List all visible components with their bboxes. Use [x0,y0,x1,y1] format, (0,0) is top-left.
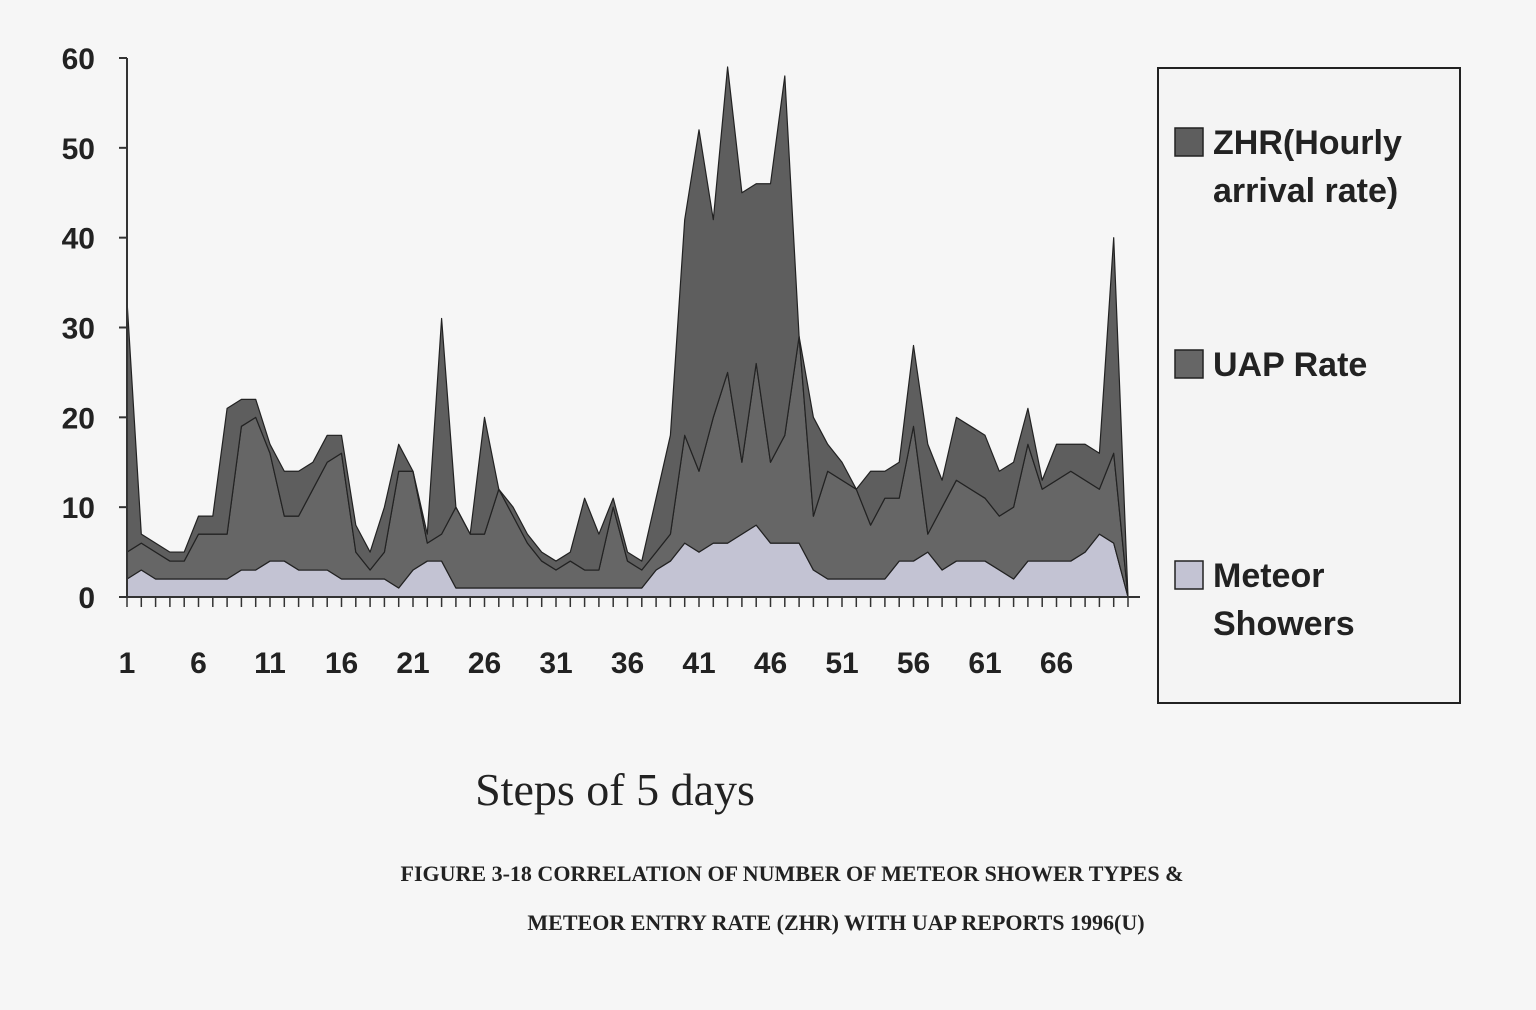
y-tick-label: 50 [62,133,95,166]
x-axis-title: Steps of 5 days [475,764,755,815]
x-tick-label: 51 [825,647,858,680]
x-tick-label: 21 [396,647,429,680]
x-ticks: 1 6 11 16 21 26 31 36 41 46 51 56 61 66 [119,597,1129,680]
x-tick-label: 41 [682,647,715,680]
y-tick-label: 20 [62,402,95,435]
y-tick-label: 10 [62,492,95,525]
legend-swatch [1174,349,1204,379]
x-tick-label: 26 [468,647,501,680]
y-tick-label: 0 [78,582,95,615]
x-tick-label: 16 [325,647,358,680]
area-series-group [126,66,1129,598]
legend-box [1157,67,1461,704]
legend-label: Showers [1213,605,1355,643]
x-tick-label: 31 [539,647,572,680]
legend-label: arrival rate) [1213,172,1398,210]
y-ticks: 0 10 20 30 40 50 60 [62,43,127,615]
legend-swatch [1174,127,1204,157]
x-tick-label: 36 [611,647,644,680]
legend-label: Meteor [1213,557,1324,595]
figure-caption-line-1: FIGURE 3-18 CORRELATION OF NUMBER OF MET… [401,861,1184,886]
x-tick-label: 1 [119,647,136,680]
x-tick-label: 61 [968,647,1001,680]
y-tick-label: 60 [62,43,95,76]
x-tick-label: 11 [254,647,286,680]
legend-swatch [1174,560,1204,590]
x-tick-label: 66 [1040,647,1073,680]
legend-label: UAP Rate [1213,346,1367,384]
legend-label: ZHR(Hourly [1213,124,1402,162]
area-series-3 [126,66,1129,598]
figure-caption-line-2: METEOR ENTRY RATE (ZHR) WITH UAP REPORTS… [527,910,1144,935]
legend-items: ZHR(Hourly arrival rate) UAP Rate Meteor Sho… [1174,124,1402,643]
y-tick-label: 40 [62,223,95,256]
y-tick-label: 30 [62,313,95,346]
x-tick-label: 56 [897,647,930,680]
x-tick-label: 6 [190,647,207,680]
x-tick-label: 46 [754,647,787,680]
legend: ZHR(Hourly arrival rate) UAP Rate Meteor Sho… [1157,67,1461,704]
